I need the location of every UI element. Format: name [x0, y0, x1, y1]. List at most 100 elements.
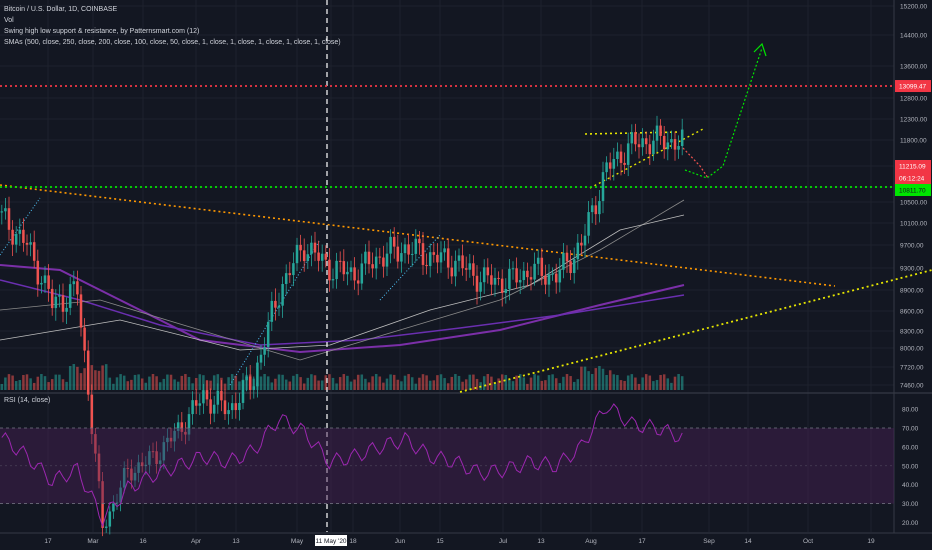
candle-body [346, 271, 349, 275]
candle-body [540, 257, 544, 276]
volume-bar [137, 374, 140, 390]
price-tick-label: 12800.00 [900, 96, 927, 103]
volume-bar [83, 368, 86, 390]
sma-lines [0, 199, 685, 361]
candle-body [436, 254, 439, 263]
volume-bar [655, 379, 659, 390]
volume-bar [518, 374, 522, 390]
candle-body [259, 354, 263, 363]
volume-bar [450, 376, 454, 390]
volume-bar [115, 377, 119, 390]
volume-bar [108, 377, 112, 390]
volume-bar [580, 366, 583, 390]
volume-bar [270, 382, 274, 390]
volume-bar [94, 370, 97, 390]
volume-bar [43, 376, 47, 390]
volume-bar [11, 375, 14, 390]
candle-body [392, 236, 396, 247]
candle-body [554, 273, 558, 283]
candle-body [565, 252, 569, 262]
symbol-title[interactable]: Bitcoin / U.S. Dollar, 1D, COINBASE [4, 6, 118, 13]
candle-body [400, 253, 403, 262]
candle-body [389, 236, 392, 254]
candle-body [126, 467, 130, 469]
candle-body [461, 255, 464, 269]
candle-body [169, 437, 173, 442]
candle-body [479, 282, 482, 292]
candle-body [443, 248, 446, 253]
volume-bar [90, 365, 94, 390]
last-price-badge: 11215.09 [895, 160, 931, 172]
volume-bar [641, 377, 644, 390]
volume-bar [634, 377, 637, 390]
rsi-legend[interactable]: RSI (14, close) [4, 397, 51, 404]
volume-bar [619, 380, 623, 390]
swing-indicator-legend[interactable]: Swing high low support & resistance, by … [4, 28, 200, 35]
volume-bar [313, 375, 317, 390]
candle-body [302, 250, 306, 262]
price-tick-label: 8600.00 [900, 309, 924, 316]
volume-bar [410, 377, 414, 390]
time-tick-label: 19 [867, 538, 875, 545]
volume-bar [277, 374, 281, 390]
volume-bar [299, 377, 302, 390]
candle-body [101, 481, 104, 528]
volume-bar [126, 381, 130, 390]
candle-body [0, 211, 4, 213]
volume-bar [36, 376, 40, 390]
candle-body [680, 129, 684, 147]
candle-body [4, 208, 7, 212]
candle-body [90, 394, 94, 435]
volume-bar [443, 378, 446, 390]
volume-bar [169, 374, 173, 390]
support-badge-text: 10811.70 [899, 188, 926, 195]
candles [0, 115, 684, 537]
candle-body [353, 267, 356, 281]
volume-bar [61, 379, 65, 390]
candle-body [151, 451, 155, 453]
sma-line [0, 214, 685, 351]
volume-bar [338, 377, 342, 390]
candle-body [612, 158, 616, 169]
volume-bar [673, 376, 677, 390]
candle-body [173, 430, 176, 442]
grid-lines [0, 0, 932, 534]
volume-bar [500, 374, 504, 390]
candle-body [644, 138, 648, 145]
candle-body [176, 422, 180, 431]
rsi-tick-label: 40.00 [902, 482, 919, 489]
price-tick-label: 7720.00 [900, 365, 924, 372]
candle-body [245, 376, 248, 381]
volume-legend[interactable]: Vol [4, 17, 14, 24]
volume-bar [457, 375, 461, 390]
volume-bar [234, 375, 238, 390]
price-tick-label: 8000.00 [900, 346, 924, 353]
time-tick-label: 17 [44, 538, 52, 545]
volume-bar [605, 374, 608, 390]
volume-bar [385, 378, 389, 390]
candle-body [158, 460, 162, 464]
candle-body [526, 270, 529, 278]
volume-bar [421, 374, 425, 390]
candle-body [641, 138, 644, 148]
candle-body [562, 252, 565, 270]
candle-body [238, 402, 241, 411]
volume-bar [536, 375, 540, 390]
candle-body [144, 464, 148, 467]
candle-body [659, 125, 662, 136]
volume-bar [572, 381, 576, 390]
projection-arrow [682, 42, 767, 179]
volume-bar [40, 374, 43, 390]
candle-body [572, 259, 576, 274]
candle-body [148, 451, 151, 465]
volume-bar [490, 376, 493, 390]
candle-body [371, 264, 374, 269]
candle-body [68, 284, 72, 308]
price-tick-label: 8300.00 [900, 329, 924, 336]
volume-bar [194, 378, 198, 390]
candle-body [378, 256, 382, 258]
volume-bar [533, 374, 536, 390]
sma-legend[interactable]: SMAs (500, close, 250, close, 200, close… [4, 39, 341, 46]
volume-bar [598, 366, 601, 390]
